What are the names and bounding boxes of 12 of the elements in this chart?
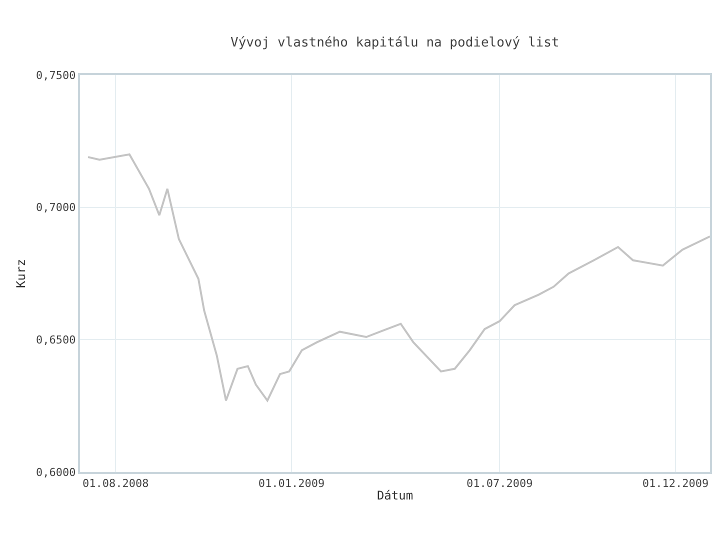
- x-tick-label: 01.08.2008: [82, 477, 149, 490]
- y-tick-label: 0,6000: [36, 466, 76, 479]
- x-tick-label: 01.07.2009: [466, 477, 533, 490]
- y-tick-label: 0,6500: [36, 334, 76, 347]
- line-series: [87, 153, 710, 402]
- x-tick-label: 01.12.2009: [642, 477, 709, 490]
- x-tick-label: 01.01.2009: [258, 477, 325, 490]
- y-tick-label: 0,7000: [36, 201, 76, 214]
- x-axis-title: Dátum: [376, 488, 414, 503]
- y-axis-title: Kurz: [14, 259, 28, 288]
- chart-title: Vývoj vlastného kapitálu na podielový list: [230, 35, 560, 50]
- y-tick-label: 0,7500: [36, 68, 76, 82]
